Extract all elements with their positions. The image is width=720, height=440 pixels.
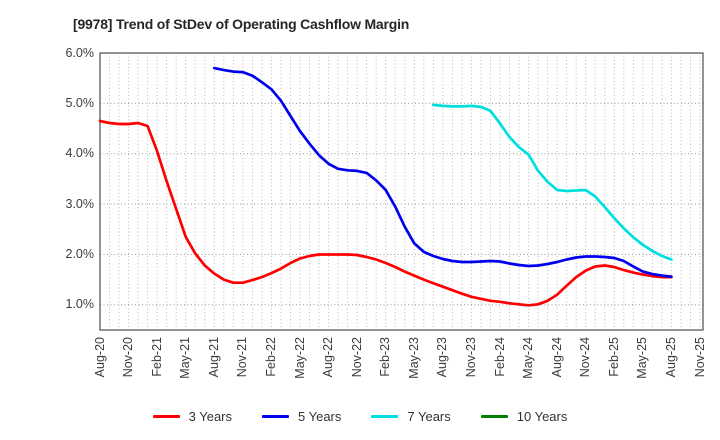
legend-item-5-years: 5 Years: [262, 409, 341, 424]
x-axis-tick-label: Aug-23: [435, 337, 450, 378]
y-axis-tick-label: 5.0%: [65, 95, 95, 110]
x-axis-tick-label: Feb-25: [606, 337, 621, 377]
legend-label: 7 Years: [407, 409, 451, 424]
legend-line-swatch: [262, 415, 289, 418]
x-axis-tick-label: May-22: [292, 337, 307, 379]
x-axis-tick-label: Feb-21: [149, 337, 164, 377]
x-axis-tick-label: May-23: [406, 337, 421, 379]
legend-item-7-years: 7 Years: [371, 409, 451, 424]
legend-item-3-years: 3 Years: [152, 409, 232, 424]
legend-line-swatch: [152, 415, 180, 418]
x-axis-tick-label: Nov-24: [578, 337, 593, 378]
x-axis-tick-label: Feb-24: [492, 337, 507, 377]
legend-line-swatch: [480, 415, 508, 418]
legend-line-swatch: [371, 415, 399, 418]
y-axis-tick-label: 4.0%: [65, 146, 95, 161]
plot-frame: [99, 52, 704, 331]
x-axis-tick-label: Nov-21: [235, 337, 250, 378]
x-axis-tick-label: Aug-22: [321, 337, 336, 378]
x-axis-tick-label: Nov-23: [463, 337, 478, 378]
series-line-7-years: [431, 103, 673, 261]
y-axis-tick-label: 2.0%: [65, 246, 95, 261]
y-axis-tick-label: 6.0%: [65, 45, 95, 60]
x-axis-tick-label: Aug-25: [663, 337, 678, 378]
x-axis-tick-label: Nov-25: [692, 337, 707, 378]
chart-title: [9978] Trend of StDev of Operating Cashf…: [73, 16, 410, 32]
x-axis-tick-label: Aug-21: [206, 337, 221, 378]
y-axis-tick-label: 3.0%: [65, 196, 95, 211]
x-axis-tick-label: Feb-22: [263, 337, 278, 377]
x-axis-tick-label: May-25: [635, 337, 650, 379]
y-axis-tick-label: 1.0%: [65, 297, 95, 312]
series-line-5-years: [212, 66, 673, 278]
legend-label: 10 Years: [516, 409, 568, 424]
x-axis-tick-label: May-21: [178, 337, 193, 379]
x-axis-tick-label: Feb-23: [378, 337, 393, 377]
legend-label: 3 Years: [188, 409, 232, 424]
x-axis-tick-label: Nov-22: [349, 337, 364, 378]
x-axis-tick-label: Nov-20: [121, 337, 136, 378]
legend-label: 5 Years: [298, 409, 342, 424]
series-line-3-years: [98, 119, 673, 307]
x-axis-tick-label: Aug-24: [549, 337, 564, 378]
legend-item-10-years: 10 Years: [480, 409, 568, 424]
x-axis-tick-label: Aug-20: [92, 337, 107, 378]
x-axis-tick-label: May-24: [521, 337, 536, 379]
legend: 3 Years 5 Years 7 Years 10 Years: [0, 409, 720, 424]
